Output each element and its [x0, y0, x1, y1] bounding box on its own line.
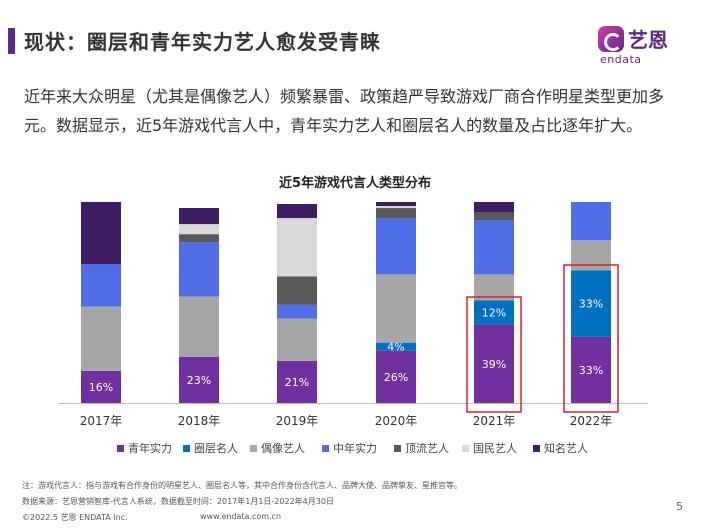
bar-segment — [179, 296, 219, 357]
legend-swatch — [117, 444, 124, 452]
legend-label: 青年实力 — [128, 442, 172, 455]
endata-logo-icon — [598, 26, 624, 52]
bar-segment — [474, 324, 514, 403]
bar-segment — [179, 356, 219, 403]
bar-segment — [376, 202, 416, 207]
legend-label: 顶流艺人 — [405, 442, 449, 455]
data-label: 21% — [285, 376, 309, 389]
bar-segment — [179, 208, 219, 225]
page-title: 现状：圈层和青年实力艺人愈发受青睐 — [24, 30, 381, 54]
chart-title: 近5年游戏代言人类型分布 — [278, 176, 432, 191]
legend-item: 圈层名人 — [183, 440, 238, 456]
legend-swatch — [462, 444, 469, 452]
bar-segment — [474, 300, 514, 325]
legend-label: 中年实力 — [333, 442, 377, 455]
x-tick-label: 2022年 — [570, 414, 613, 428]
bar-segment — [571, 336, 611, 403]
bar-segment — [376, 274, 416, 343]
footnote-source: 数据来源：艺恩营销智库-代言人系统，数据截至时间：2017年1月1日-2022年… — [22, 497, 334, 506]
data-label: 23% — [187, 374, 211, 387]
data-label: 39% — [482, 358, 506, 371]
legend-label: 国民艺人 — [473, 442, 517, 455]
bar-segment — [376, 218, 416, 275]
legend-label: 知名艺人 — [544, 442, 588, 455]
data-label: 4% — [387, 341, 404, 354]
chart-legend: 青年实力 圈层名人 偶像艺人 中年实力 顶流艺人 国民艺人 知名艺人 — [0, 440, 710, 456]
bar-segment — [179, 224, 219, 235]
bar-segment — [179, 234, 219, 243]
endata-logo: 艺恩 endata — [598, 22, 688, 66]
legend-item: 偶像艺人 — [250, 440, 305, 456]
highlight-box — [466, 296, 522, 413]
bar-segment — [277, 360, 317, 403]
data-label: 12% — [482, 307, 506, 320]
bar-segment — [571, 202, 611, 241]
title-accent-bar — [8, 28, 15, 54]
x-tick-label: 2018年 — [178, 414, 221, 428]
page-number: 5 — [676, 500, 683, 513]
data-label: 26% — [384, 371, 408, 384]
bar-segment — [277, 218, 317, 277]
footnote-definition: 注：游戏代言人：指与游戏有合作身份的明星艺人、圈层名人等，其中合作身份含代言人、… — [22, 481, 462, 490]
logo-en-text: endata — [600, 53, 642, 66]
legend-item: 知名艺人 — [533, 440, 588, 456]
bar-segment — [81, 306, 121, 371]
data-label: 33% — [579, 298, 603, 311]
bar-segment — [571, 240, 611, 271]
bar-segment — [277, 318, 317, 361]
x-tick-label: 2020年 — [375, 414, 418, 428]
legend-swatch — [533, 444, 540, 452]
copyright-text: ©2022.5 艺恩 ENDATA Inc. — [22, 513, 128, 522]
bar-segment — [277, 276, 317, 305]
bar-segment — [474, 212, 514, 221]
bar-segment — [277, 204, 317, 219]
legend-item: 国民艺人 — [462, 440, 517, 456]
bar-segment — [571, 270, 611, 337]
bar-segment — [474, 274, 514, 301]
legend-swatch — [183, 444, 190, 452]
data-label: 16% — [89, 381, 113, 394]
legend-item: 青年实力 — [117, 440, 172, 456]
website-link[interactable]: www.endata.com.cn — [200, 512, 282, 521]
intro-paragraph: 近年来大众明星（尤其是偶像艺人）频繁暴雷、政策趋严导致游戏厂商合作明星类型更加多… — [24, 87, 665, 135]
bar-segment — [277, 304, 317, 319]
bar-segment — [81, 370, 121, 403]
legend-swatch — [322, 444, 329, 452]
x-tick-label: 2021年 — [473, 414, 516, 428]
legend-label: 圈层名人 — [194, 442, 238, 455]
bar-segment — [376, 208, 416, 219]
bar-segment — [474, 202, 514, 213]
legend-item: 中年实力 — [322, 440, 377, 456]
legend-item: 顶流艺人 — [394, 440, 449, 456]
bar-segment — [376, 342, 416, 351]
logo-cn-text: 艺恩 — [628, 28, 668, 52]
bar-segment — [376, 350, 416, 403]
highlight-box — [563, 264, 619, 413]
x-tick-label: 2019年 — [276, 414, 319, 428]
bar-segment — [376, 206, 416, 209]
bar-segment — [474, 220, 514, 275]
bar-segment — [81, 202, 121, 265]
bar-segment — [81, 264, 121, 307]
legend-swatch — [250, 444, 257, 452]
x-tick-label: 2017年 — [80, 414, 123, 428]
data-label: 33% — [579, 364, 603, 377]
legend-label: 偶像艺人 — [261, 442, 305, 455]
legend-swatch — [394, 444, 401, 452]
bar-segment — [179, 242, 219, 297]
